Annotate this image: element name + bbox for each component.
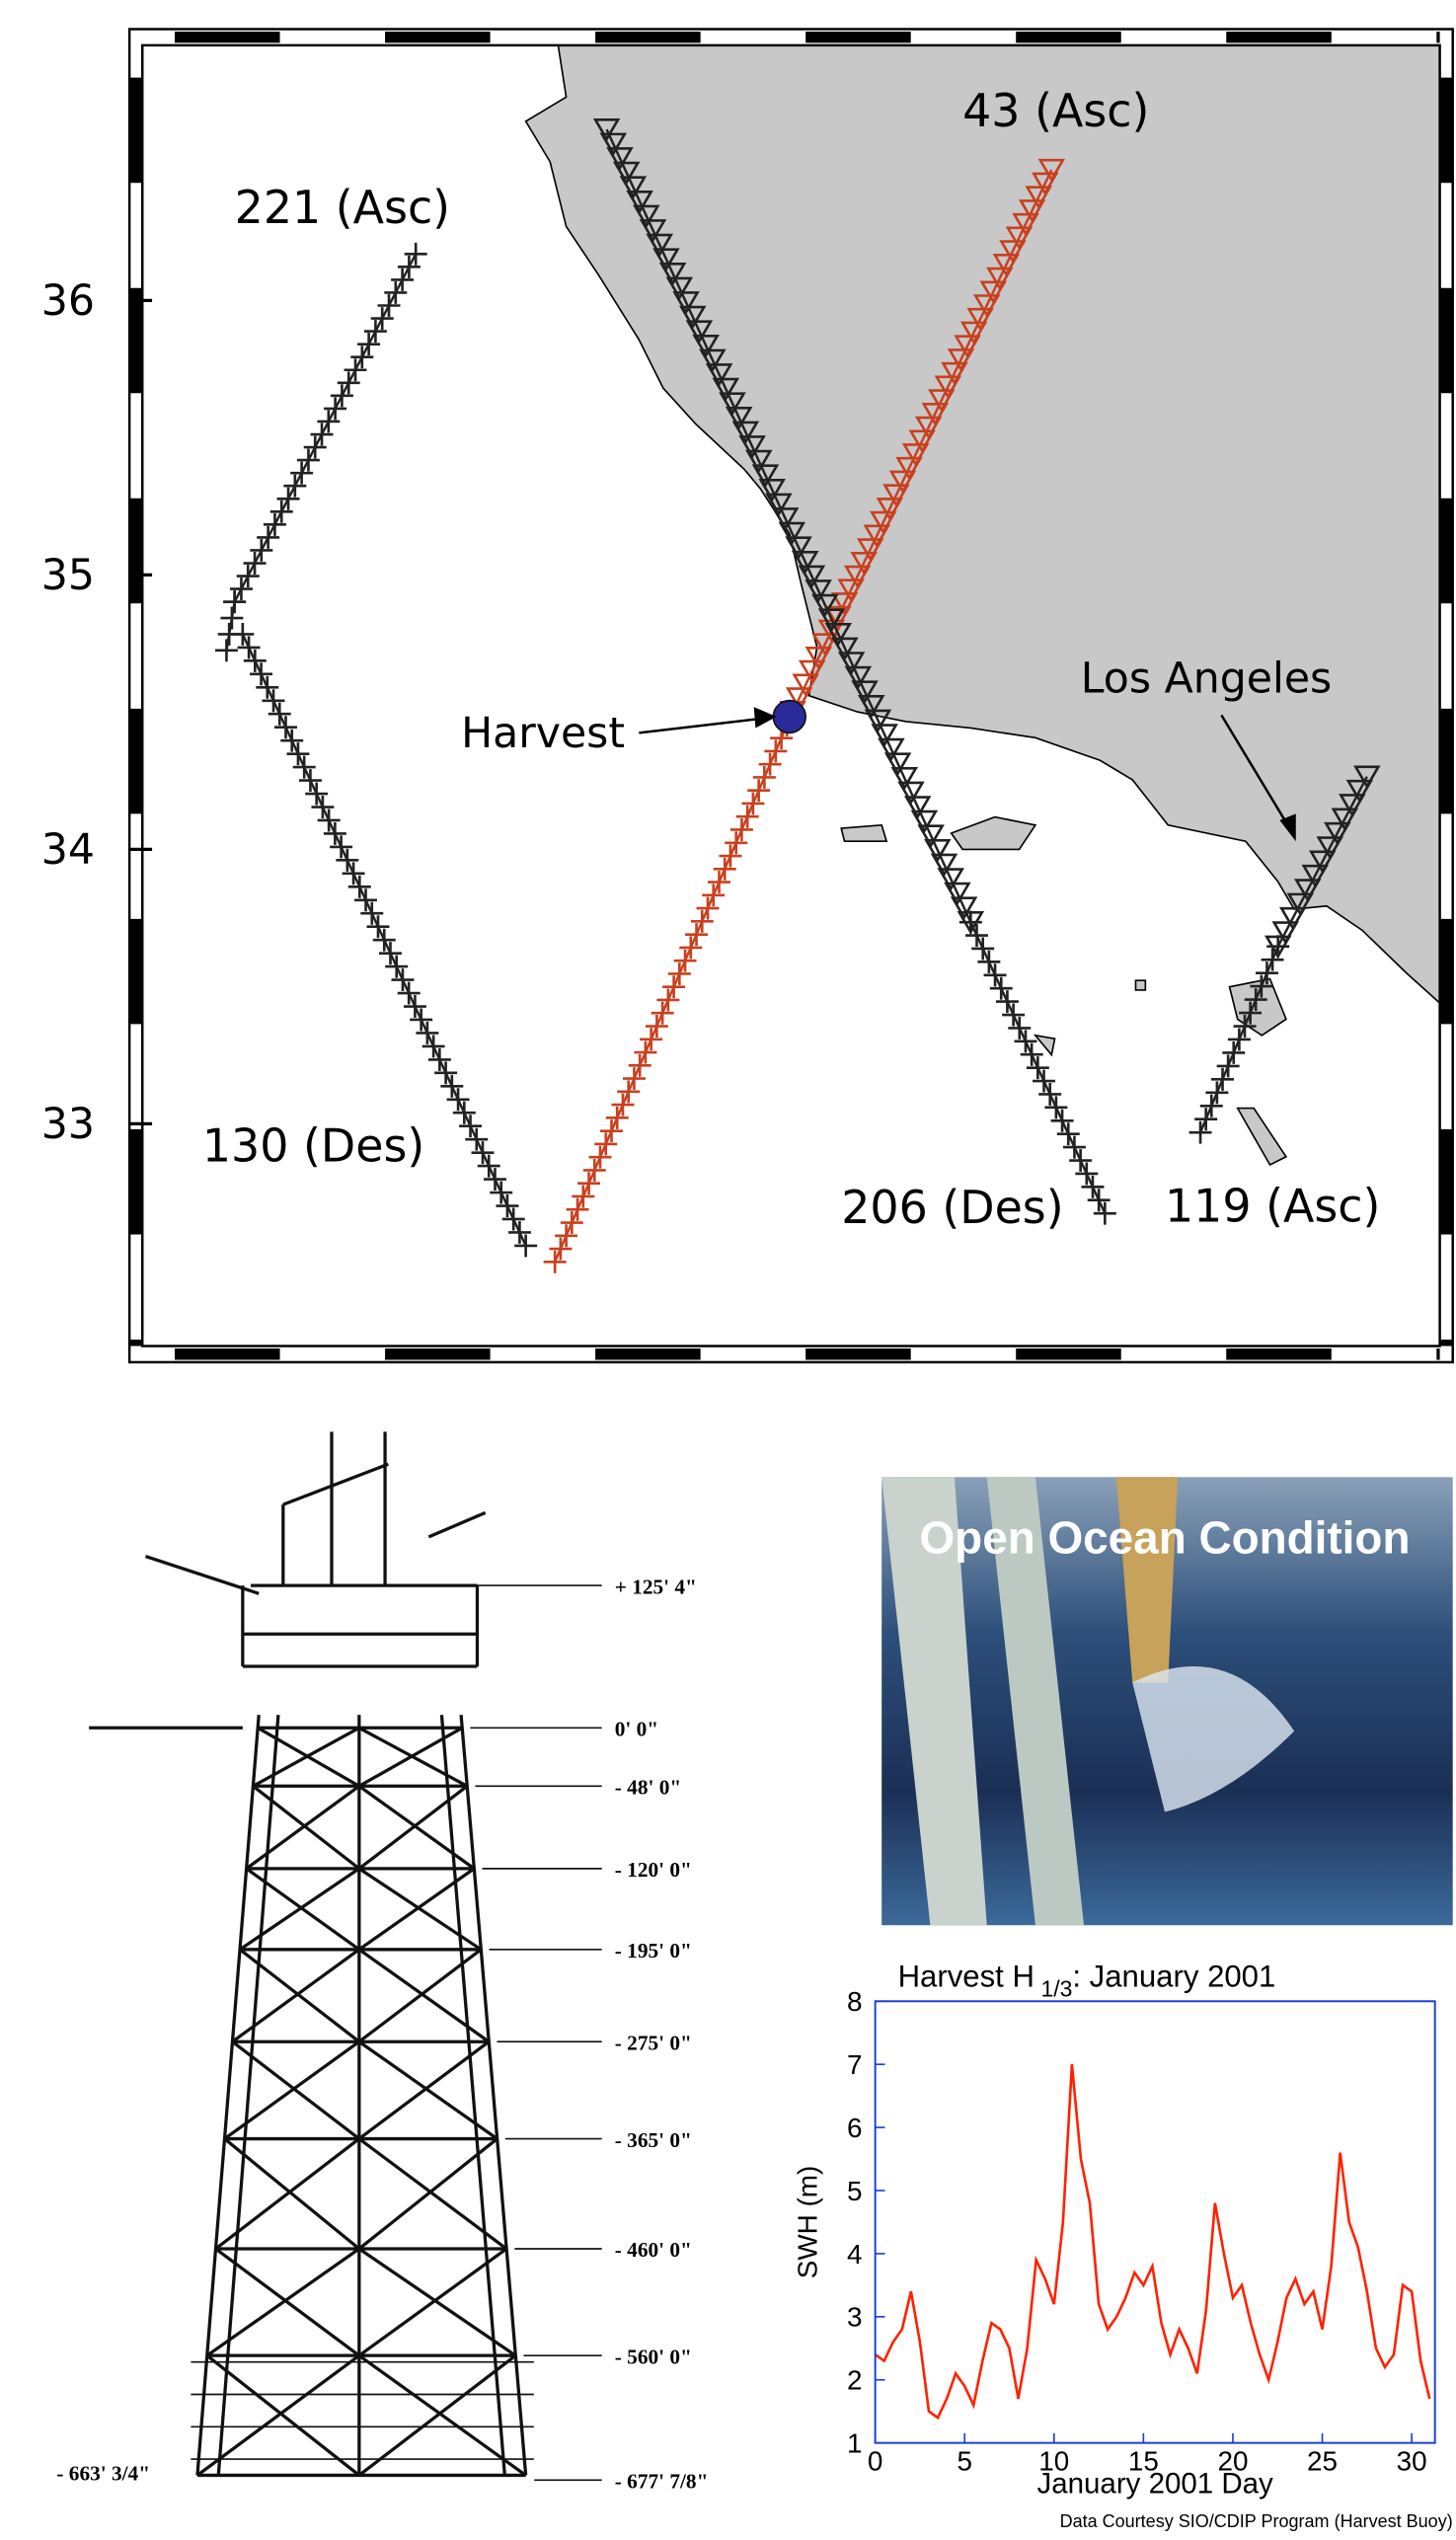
structure-line: [283, 1464, 389, 1504]
platform-drawing: [89, 1431, 534, 2475]
title-main: Harvest H: [898, 1960, 1035, 1994]
elevation-label: - 195' 0": [615, 1939, 692, 1963]
track-label: 119 (Asc): [1165, 1179, 1380, 1232]
title-suffix: : January 2001: [1072, 1960, 1275, 1994]
figure: 33343536221 (Asc)43 (Asc)130 (Des)206 (D…: [0, 0, 1456, 2540]
x-tick-label: 5: [957, 2446, 972, 2477]
elevation-label: - 365' 0": [615, 2128, 692, 2152]
x-axis-label: January 2001 Day: [1037, 2467, 1274, 2500]
track-label: 221 (Asc): [235, 181, 450, 234]
island: [1135, 980, 1145, 990]
elevation-label: - 560' 0": [615, 2345, 692, 2368]
x-tick-label: 30: [1397, 2446, 1427, 2477]
elevation-label: 0' 0": [615, 1717, 658, 1740]
photo-caption: Open Ocean Condition: [919, 1511, 1410, 1563]
body: 33343536221 (Asc)43 (Asc)130 (Des)206 (D…: [0, 0, 1456, 2540]
harvest-label: Harvest: [461, 709, 625, 758]
y-tick-label: 4: [847, 2239, 863, 2270]
y-tick-label: 1: [847, 2428, 863, 2459]
y-tick-label: 34: [41, 825, 95, 875]
elevation-label: - 275' 0": [615, 2031, 692, 2054]
y-tick-label: 35: [41, 551, 95, 600]
elevation-label: - 460' 0": [615, 2238, 692, 2262]
y-axis-label: SWH (m): [793, 2166, 823, 2279]
harvest-marker: [773, 701, 805, 733]
y-tick-label: 6: [847, 2113, 863, 2143]
track-label: 206 (Des): [841, 1181, 1063, 1234]
track-label: 130 (Des): [202, 1119, 424, 1173]
elevation-label: - 48' 0": [615, 1775, 681, 1799]
elevation-label: - 120' 0": [615, 1858, 692, 1882]
x-tick-label: 25: [1307, 2446, 1338, 2477]
structure-line: [428, 1512, 485, 1537]
track-label: 43 (Asc): [962, 84, 1149, 137]
y-tick-label: 33: [41, 1100, 95, 1149]
island: [841, 825, 886, 841]
elevation-label: - 663' 3/4": [56, 2461, 150, 2485]
y-tick-label: 8: [847, 1986, 863, 2017]
city-label: Los Angeles: [1081, 654, 1332, 703]
credit: Data Courtesy SIO/CDIP Program (Harvest …: [1060, 2511, 1453, 2531]
y-tick-label: 36: [41, 276, 95, 326]
structure-line: [146, 1557, 260, 1594]
y-tick-label: 3: [847, 2302, 863, 2333]
elevation-label: + 125' 4": [615, 1575, 697, 1598]
y-tick-label: 2: [847, 2365, 863, 2396]
x-tick-label: 0: [868, 2446, 883, 2477]
data-line: [876, 2064, 1430, 2418]
elevation-label: - 677' 7/8": [615, 2470, 709, 2494]
title-subscript: 1/3: [1041, 1975, 1073, 2001]
y-tick-label: 7: [847, 2049, 863, 2080]
y-tick-label: 5: [847, 2176, 863, 2206]
page: { "map": { "ylim": [32.19, 36.93], "ytic…: [0, 0, 1456, 2540]
